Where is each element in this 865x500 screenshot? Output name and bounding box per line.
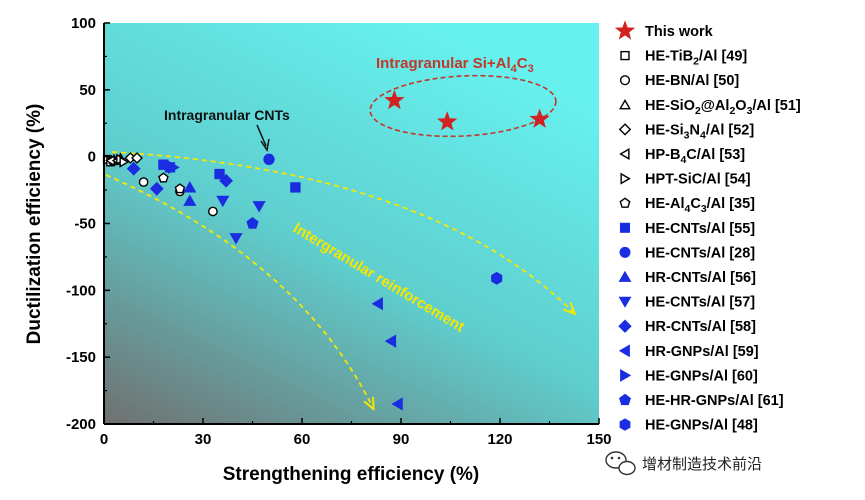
data-point-pentagon <box>246 217 259 229</box>
data-point-diamond <box>131 152 143 164</box>
data-point-diamond <box>126 161 141 176</box>
legend-marker-pentagon <box>619 393 631 406</box>
y-tick-label: 100 <box>71 15 96 32</box>
legend-marker-triangle-left <box>618 344 630 358</box>
legend-label: HE-TiB2/Al [49] <box>645 49 747 68</box>
legend-label: HE-GNPs/Al [48] <box>645 418 758 434</box>
data-point-pentagon <box>158 172 169 183</box>
legend-marker-triangle-right <box>620 172 631 185</box>
legend-marker-diamond <box>618 123 632 136</box>
legend-marker-triangle-right <box>620 368 632 382</box>
legend-label: HE-CNTs/Al [57] <box>645 295 755 311</box>
data-point-star <box>529 108 550 128</box>
annotation-intragranular-si-al4c3: Intragranular Si+Al4C3 <box>376 55 534 75</box>
y-tick-label: -100 <box>66 282 96 299</box>
legend-label: HR-CNTs/Al [56] <box>645 270 756 286</box>
y-tick-label: -150 <box>66 349 96 366</box>
this-work-ellipse <box>369 74 557 138</box>
y-axis-title: Ductilization efficiency (%) <box>24 104 45 345</box>
cnts-arrowhead <box>260 138 270 152</box>
legend-marker-circle <box>619 75 631 86</box>
data-point-star <box>384 89 405 110</box>
data-point-triangle-up <box>183 181 197 193</box>
legend-marker-triangle-up <box>619 98 631 110</box>
x-tick-label: 120 <box>487 431 512 448</box>
y-tick-label: 0 <box>88 149 96 166</box>
legend-label: HE-GNPs/Al [60] <box>645 368 758 384</box>
legend-label: HR-GNPs/Al [59] <box>645 344 759 360</box>
legend: This work HE-TiB2/Al [49] HE-BN/Al [50] HE-… <box>614 20 801 434</box>
legend-marker-pentagon <box>619 197 631 208</box>
y-tick-label: 50 <box>79 82 96 99</box>
data-point-triangle-left <box>371 297 383 311</box>
data-point-circle <box>208 206 218 217</box>
legend-marker-square <box>619 222 631 233</box>
x-tick-label: 150 <box>586 431 611 448</box>
legend-marker-hexagon <box>619 418 631 431</box>
legend-label: HP-B4C/Al [53] <box>645 147 745 166</box>
data-point-star <box>437 111 458 131</box>
data-point-circle <box>138 177 149 187</box>
annotation-intragranular-cnts: Intragranular CNTs <box>164 107 290 123</box>
data-point-triangle-right <box>168 160 180 174</box>
data-point-diamond <box>219 173 233 188</box>
data-point-triangle-down <box>229 233 243 245</box>
x-axis-title: Strengthening efficiency (%) <box>223 464 480 485</box>
legend-marker-circle <box>619 246 631 258</box>
legend-label: HE-SiO2@Al2O3/Al [51] <box>645 98 801 117</box>
data-point-triangle-up <box>183 194 197 206</box>
watermark-text: 增材制造技术前沿 <box>642 455 762 473</box>
legend-label: HE-BN/Al [50] <box>645 73 739 89</box>
watermark: 增材制造技术前沿 <box>605 451 762 476</box>
legend-label: HE-Si3N4/Al [52] <box>645 122 754 141</box>
data-point-hexagon <box>491 271 503 285</box>
wechat-icon <box>605 451 636 476</box>
data-point-triangle-left <box>391 397 403 411</box>
legend-label: HPT-SiC/Al [54] <box>645 172 751 188</box>
cnts-arrow <box>256 124 267 147</box>
legend-marker-diamond <box>618 319 632 333</box>
data-point-triangle-right <box>119 156 130 168</box>
legend-label: HE-CNTs/Al [55] <box>645 221 755 237</box>
data-point-triangle-down <box>252 201 266 213</box>
legend-marker-triangle-down <box>618 296 632 308</box>
legend-label: HE-HR-GNPs/Al [61] <box>645 393 784 409</box>
x-tick-label: 60 <box>294 431 311 448</box>
legend-label: HR-CNTs/Al [58] <box>645 319 756 335</box>
legend-label: HE-Al4C3/Al [35] <box>645 196 755 215</box>
data-point-circle <box>263 153 275 165</box>
guide-curve-lower <box>105 174 373 408</box>
y-tick-label: -200 <box>66 416 96 433</box>
legend-label: HE-CNTs/Al [28] <box>645 245 755 261</box>
x-tick-label: 90 <box>393 431 410 448</box>
data-point-triangle-left <box>384 334 397 348</box>
x-tick-label: 0 <box>100 431 108 448</box>
legend-marker-star <box>614 20 636 40</box>
x-tick-label: 30 <box>195 431 212 448</box>
data-point-triangle-down <box>216 195 230 208</box>
legend-label: This work <box>645 24 714 40</box>
legend-marker-triangle-left <box>619 148 630 160</box>
data-point-pentagon <box>174 183 186 194</box>
y-tick-label: -50 <box>74 216 96 233</box>
guide-curve-upper <box>111 151 574 313</box>
data-point-square <box>290 182 301 193</box>
data-point-square <box>214 168 225 180</box>
plot-area <box>104 23 599 424</box>
data-point-diamond <box>149 181 164 196</box>
legend-marker-triangle-up <box>618 270 632 282</box>
legend-marker-square <box>620 50 630 61</box>
